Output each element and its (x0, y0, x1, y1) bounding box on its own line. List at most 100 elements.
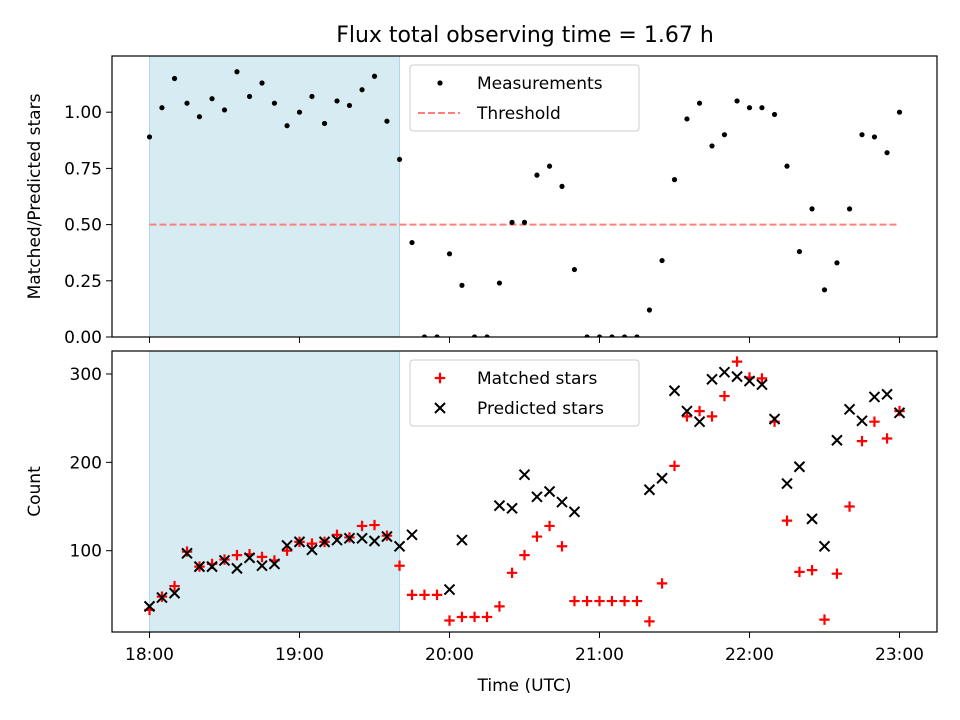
measurement-point (471, 334, 478, 337)
predicted-star-point (668, 385, 681, 397)
predicted-star-point (731, 370, 743, 383)
matched-star-point (881, 433, 893, 444)
measurement-point (896, 109, 903, 115)
matched-star-point (444, 615, 455, 626)
measurement-point (396, 156, 403, 163)
x-tick-label: 23:00 (875, 645, 924, 665)
x-tick-label: 18:00 (125, 645, 174, 665)
matched-star-point (631, 595, 643, 607)
predicted-star-point (168, 587, 181, 599)
predicted-star-point (556, 496, 568, 508)
matched-star-point (719, 390, 730, 402)
measurement-point (459, 282, 465, 288)
measurement-point (659, 257, 665, 264)
predicted-star-point (143, 600, 156, 613)
measurement-point (384, 118, 390, 124)
measurement-point (246, 93, 253, 100)
predicted-star-point (743, 375, 756, 387)
matched-star-point (469, 611, 480, 623)
y-tick-label: 0.75 (64, 159, 102, 179)
measurement-point (284, 123, 290, 129)
measurement-point (734, 98, 740, 104)
measurement-point (321, 120, 328, 127)
y-axis-label: Matched/Predicted stars (25, 93, 45, 299)
legend-measurement-marker (437, 80, 443, 86)
x-tick-label: 19:00 (275, 645, 324, 665)
measurement-point (559, 183, 565, 189)
measurement-point (546, 163, 553, 169)
x-axis-label: Time (UTC) (477, 676, 572, 696)
legend-predicted-marker (434, 402, 446, 414)
matched-star-point (756, 373, 768, 384)
observing-window-shade (149, 55, 400, 338)
measurement-point (434, 334, 440, 337)
measurement-point (509, 219, 515, 225)
measurement-point (671, 177, 678, 183)
matched-star-point (806, 564, 818, 576)
matched-star-point (644, 616, 655, 627)
matched-star-point (569, 595, 580, 607)
predicted-star-point (893, 407, 906, 419)
predicted-star-point (856, 415, 868, 427)
measurement-point (221, 107, 228, 113)
y-tick-label: 100 (70, 542, 102, 562)
predicted-star-point (256, 560, 268, 572)
measurement-point (871, 134, 878, 140)
legend-matched-marker (434, 372, 446, 384)
measurement-point (784, 163, 790, 169)
measurement-point (771, 111, 778, 118)
matched-star-point (831, 568, 843, 579)
predicted-star-point (181, 547, 193, 560)
predicted-star-point (793, 461, 806, 473)
measurement-point (634, 334, 640, 337)
y-tick-label: 0.00 (64, 328, 102, 348)
matched-star-point (231, 549, 243, 561)
measurement-point (534, 172, 540, 178)
predicted-star-point (293, 536, 306, 548)
measurement-point (646, 307, 653, 313)
matched-star-point (581, 595, 593, 607)
matched-star-point (181, 546, 193, 557)
matched-star-point (556, 541, 568, 552)
plot-area (146, 69, 903, 337)
x-tick-label: 22:00 (725, 645, 774, 665)
predicted-star-point (543, 485, 556, 498)
matched-star-point (281, 545, 293, 556)
predicted-star-point (406, 529, 418, 541)
measurement-point (171, 75, 178, 82)
matched-star-point (819, 614, 830, 625)
matched-star-point (681, 411, 693, 422)
predicted-star-point (306, 544, 318, 556)
predicted-star-point (393, 540, 406, 552)
measurement-point (346, 102, 353, 109)
x-tick-label: 20:00 (425, 645, 474, 665)
matched-star-point (669, 460, 680, 472)
predicted-star-point (681, 405, 693, 417)
y-axis-label: Count (25, 466, 45, 517)
matched-star-point (169, 580, 180, 592)
matched-star-point (369, 519, 380, 531)
measurement-point (759, 105, 765, 111)
matched-star-point (494, 601, 505, 612)
matched-star-point (431, 589, 443, 601)
measurement-point (146, 134, 153, 140)
measurement-point (746, 105, 753, 111)
matched-star-point (856, 435, 868, 447)
predicted-star-point (568, 506, 581, 518)
matched-star-point (356, 520, 368, 532)
predicted-star-point (281, 539, 293, 552)
matched-star-point (256, 551, 268, 563)
measurement-point (696, 100, 703, 106)
measurement-point (796, 248, 803, 255)
measurement-point (584, 334, 590, 337)
matched-star-point (706, 411, 718, 422)
predicted-star-point (768, 413, 781, 425)
measurement-point (834, 260, 840, 266)
figure-title: Flux total observing time = 1.67 h (336, 23, 714, 48)
measurement-point (234, 69, 240, 75)
predicted-star-point (881, 388, 893, 401)
measurement-point (184, 100, 190, 106)
predicted-star-point (518, 469, 531, 481)
predicted-star-point (231, 562, 243, 575)
measurement-point (159, 105, 165, 111)
